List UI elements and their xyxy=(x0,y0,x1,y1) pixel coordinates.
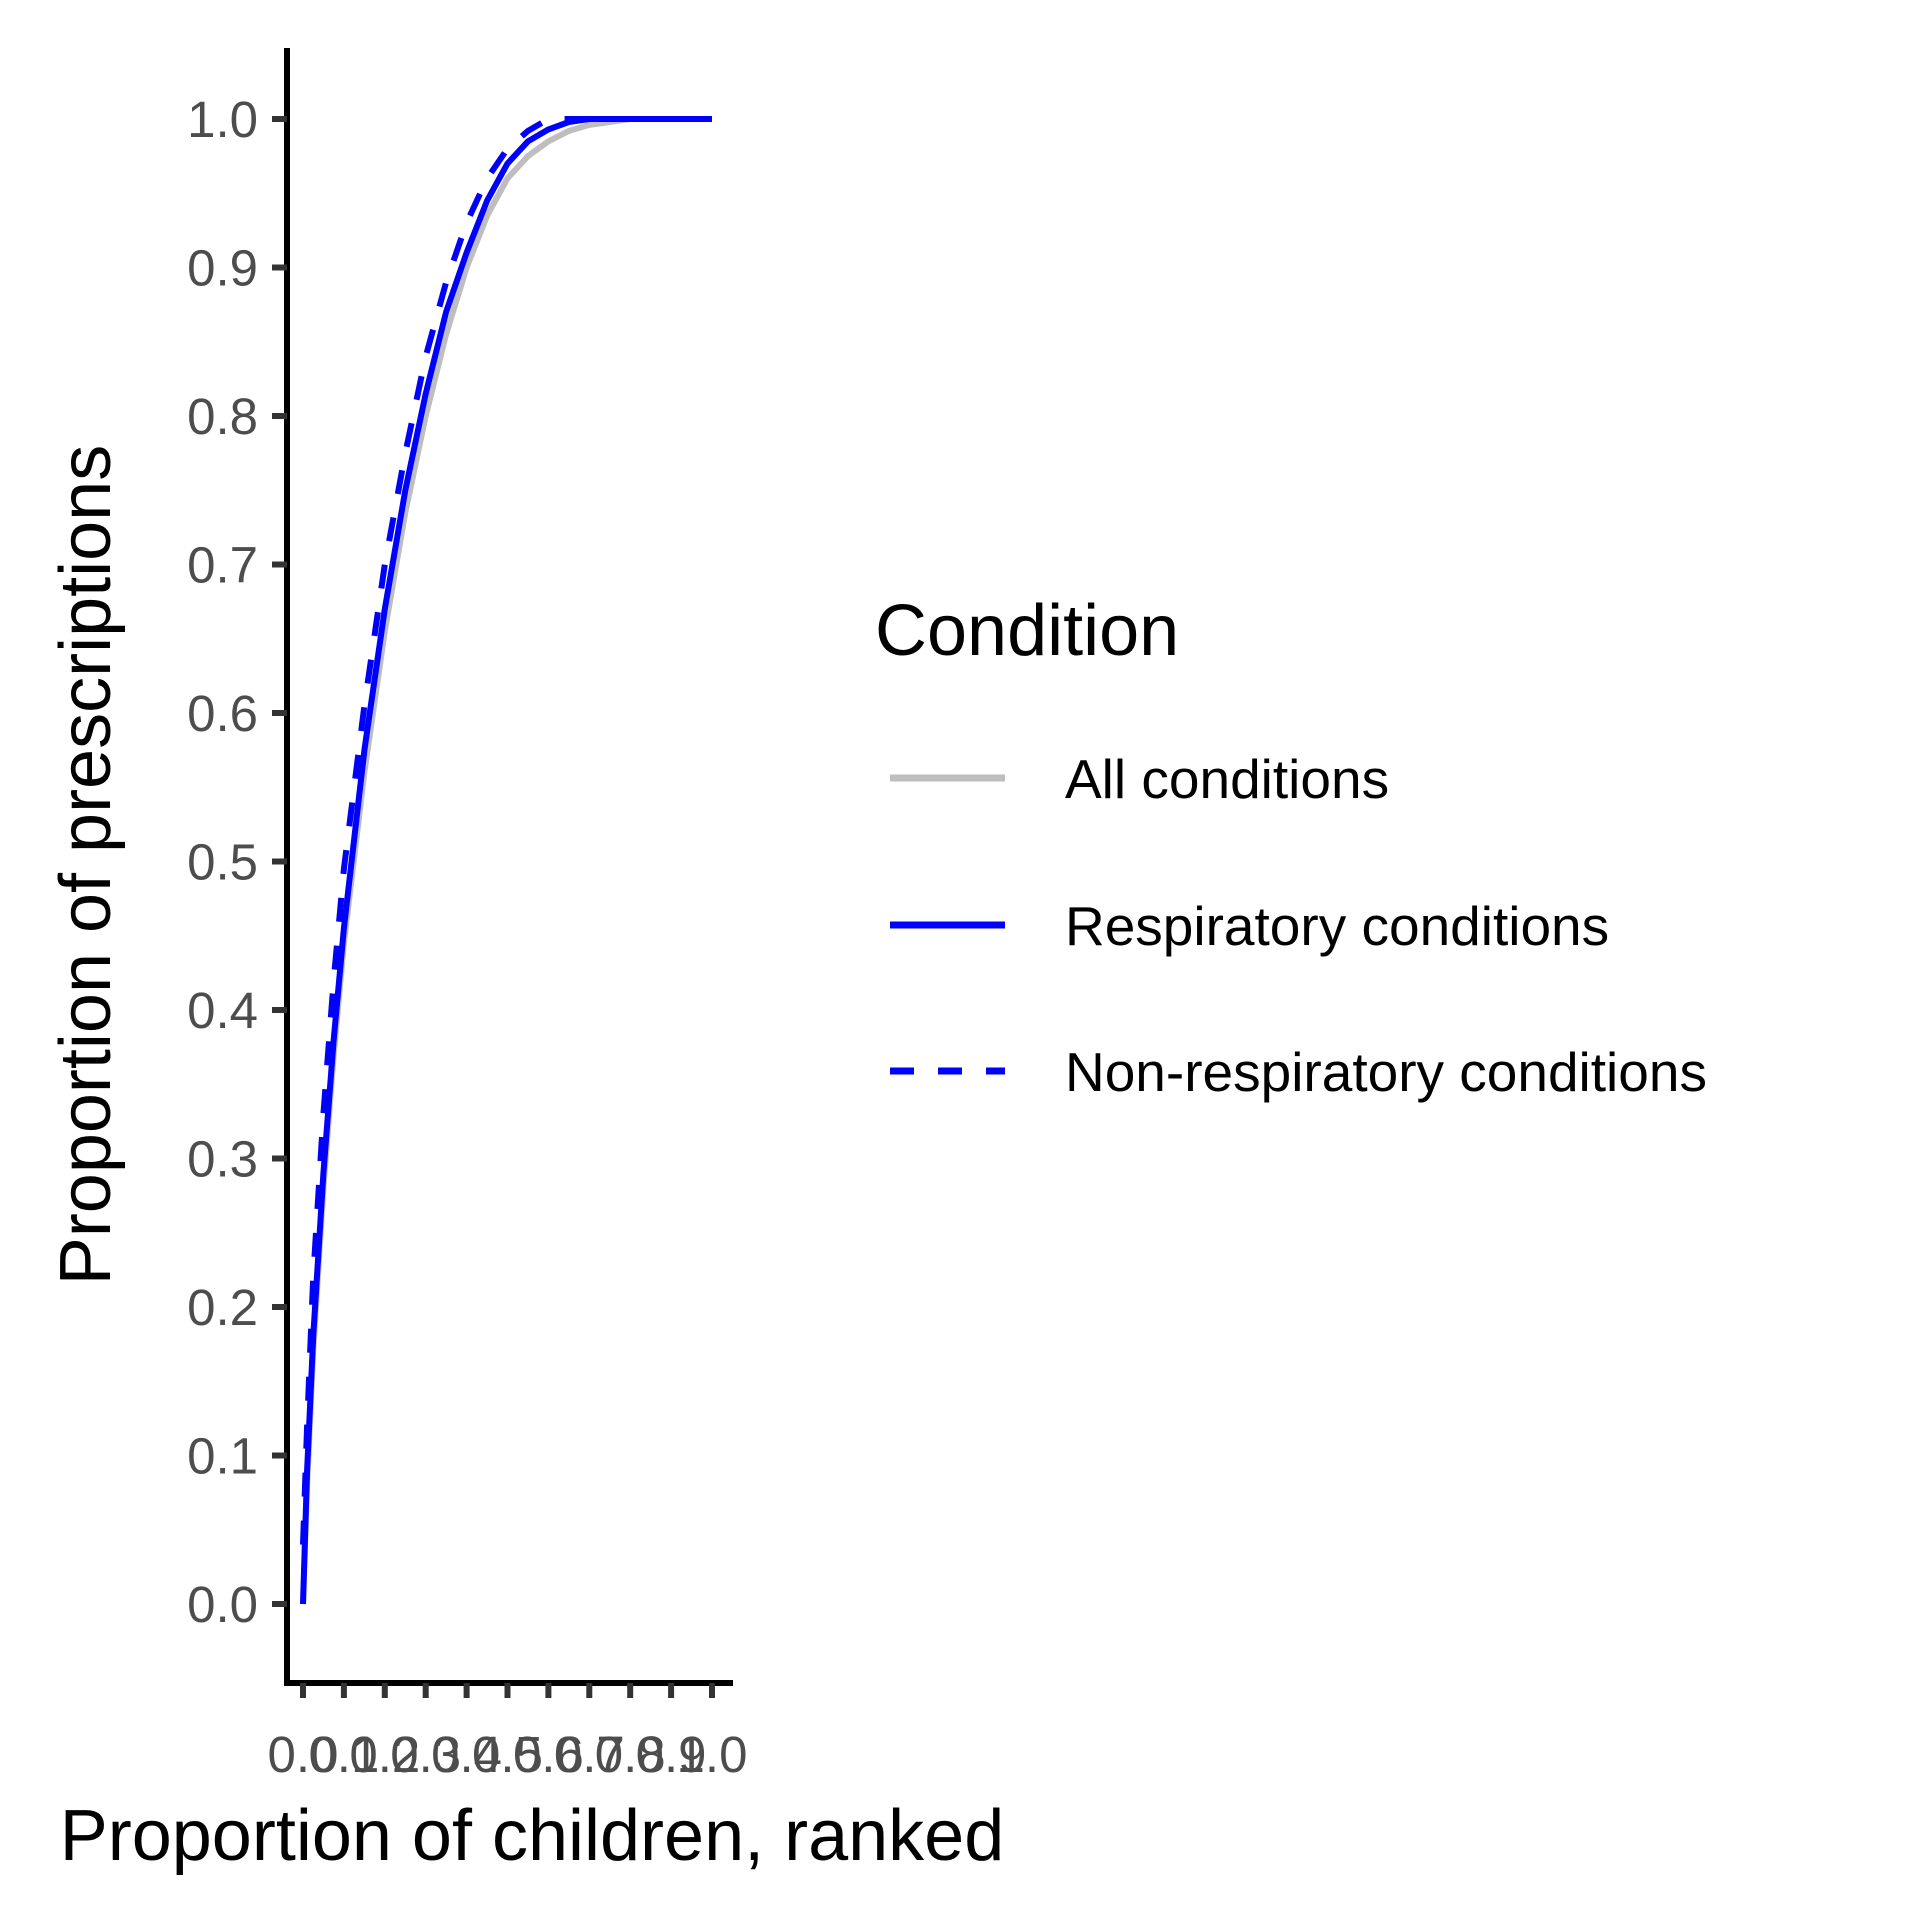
y-tick-label: 1.0 xyxy=(187,91,258,148)
legend: Condition All conditions Respiratory cond… xyxy=(875,591,1707,1103)
y-tick-label: 0.3 xyxy=(187,1131,258,1188)
y-tick-label: 0.4 xyxy=(187,982,258,1039)
series-line-1 xyxy=(300,116,712,1605)
x-tick-label: 0.5 xyxy=(472,1726,543,1783)
plot-lines xyxy=(300,116,712,1605)
series-line-2 xyxy=(300,116,712,1605)
legend-title: Condition xyxy=(875,591,1179,671)
legend-items: All conditions Respiratory conditions Non-… xyxy=(890,748,1707,1103)
x-tick-label: 0.0 xyxy=(268,1726,339,1783)
x-tick-label: 0.1 xyxy=(308,1726,379,1783)
legend-label-3: Non-respiratory conditions xyxy=(1065,1041,1707,1103)
series-line-3 xyxy=(300,116,712,1545)
y-tick-label: 0.7 xyxy=(187,537,258,594)
x-tick-label: 1.0 xyxy=(677,1726,748,1783)
y-axis-title: Proportion of prescriptions xyxy=(46,445,126,1285)
y-tick-label: 0.8 xyxy=(187,388,258,445)
y-tick-label: 0.9 xyxy=(187,240,258,297)
y-tick-label: 0.5 xyxy=(187,834,258,891)
x-tick-label: 0.3 xyxy=(390,1726,461,1783)
y-tick-label: 0.6 xyxy=(187,685,258,742)
y-tick-label: 0.0 xyxy=(187,1576,258,1633)
x-tick-label: 0.8 xyxy=(595,1726,666,1783)
x-ticks: 0.00.10.20.30.40.50.60.70.80.91.0 xyxy=(268,1683,748,1783)
x-tick-label: 0.4 xyxy=(431,1726,502,1783)
legend-label-2: Respiratory conditions xyxy=(1065,895,1609,957)
legend-label-1: All conditions xyxy=(1065,748,1389,810)
y-tick-label: 0.1 xyxy=(187,1428,258,1485)
y-tick-label: 0.2 xyxy=(187,1279,258,1336)
x-tick-label: 0.7 xyxy=(554,1726,625,1783)
x-tick-label: 0.9 xyxy=(636,1726,707,1783)
x-tick-label: 0.6 xyxy=(513,1726,584,1783)
x-tick-label: 0.2 xyxy=(349,1726,420,1783)
y-ticks: 0.0 0.1 0.2 0.3 0.4 0.5 0.6 0.7 0.8 0.9 1.0 xyxy=(187,91,287,1633)
x-axis-title: Proportion of children, ranked xyxy=(60,1796,1005,1876)
